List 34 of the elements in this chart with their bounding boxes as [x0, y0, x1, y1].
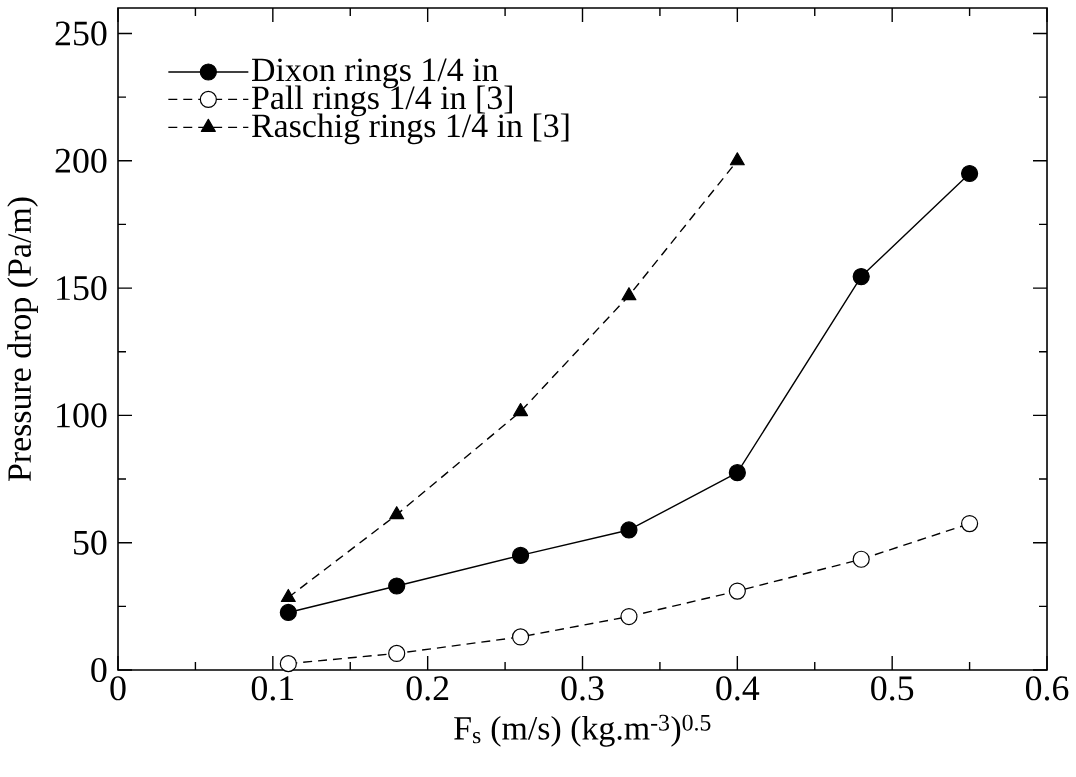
- point: [388, 644, 406, 663]
- y-tick-label: 250: [55, 21, 107, 46]
- point: [620, 521, 638, 539]
- x-tick-label: 0.3: [561, 676, 604, 701]
- y-axis-title: Pressure drop (Pa/m): [7, 197, 38, 482]
- point: [279, 603, 297, 622]
- x-tick-label: 0: [110, 676, 126, 701]
- x-tick-label: 0.6: [1025, 676, 1069, 701]
- x-tick-label: 0.1: [251, 676, 294, 701]
- point: [511, 546, 530, 565]
- point: [852, 268, 870, 286]
- y-tick-label: 150: [57, 275, 107, 301]
- x-tick-label: 0.5: [871, 676, 914, 701]
- point: [620, 607, 638, 626]
- y-tick-label: 200: [55, 148, 107, 173]
- point: [729, 152, 745, 166]
- point: [511, 628, 530, 646]
- point: [960, 514, 979, 533]
- point: [513, 402, 529, 417]
- point: [388, 577, 406, 595]
- x-axis-title: F$_{s}$ (m/s) (kg.m$^{-3}$)$^{0.5}$: [454, 714, 711, 747]
- point: [728, 464, 746, 482]
- y-tick-label: 100: [57, 403, 107, 428]
- point: [279, 655, 297, 673]
- point: [389, 506, 405, 520]
- point: [852, 550, 870, 568]
- x-tick-label: 0.4: [716, 676, 760, 701]
- point: [621, 287, 637, 301]
- y-tick-label: 50: [74, 530, 107, 555]
- point: [960, 164, 979, 183]
- x-tick-label: 0.2: [406, 676, 449, 701]
- point: [728, 582, 746, 600]
- y-tick-label: 0: [91, 657, 107, 683]
- point: [280, 588, 296, 603]
